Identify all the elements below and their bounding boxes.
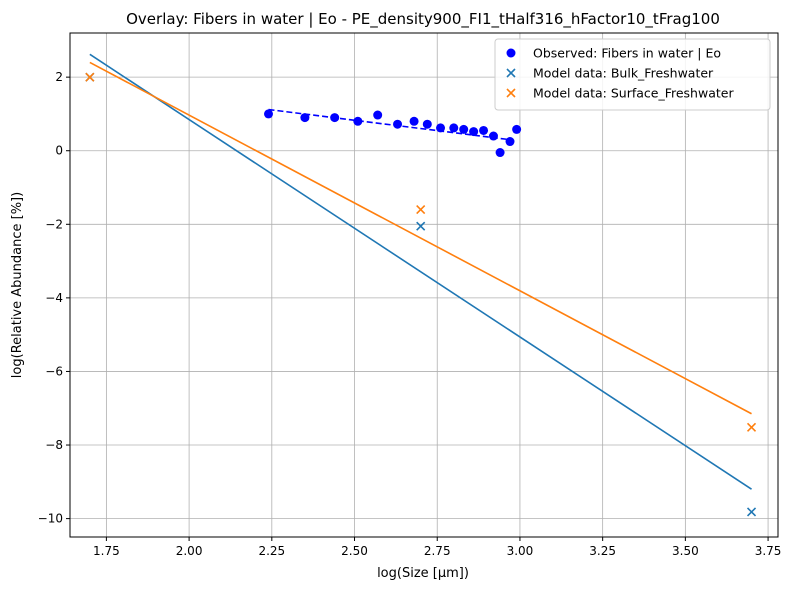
- point-series-1: [746, 507, 757, 517]
- x-marker-stroke: [746, 507, 757, 517]
- x-axis-label: log(Size [µm]): [377, 566, 469, 581]
- point-series-0: [422, 119, 432, 129]
- y-tick-label: 0: [55, 144, 63, 158]
- x-marker-stroke: [506, 68, 516, 78]
- point-series-0: [488, 131, 498, 141]
- point-series-0: [459, 124, 469, 134]
- data-points: [85, 72, 757, 517]
- legend-marker-series-2: [506, 88, 516, 98]
- y-tick-label: −8: [45, 438, 63, 452]
- x-tick-label: 2.25: [258, 544, 285, 558]
- x-tick-label: 2.75: [424, 544, 451, 558]
- point-series-0: [469, 127, 479, 137]
- point-series-0: [264, 109, 274, 119]
- y-axis-label: log(Relative Abundance [%]): [10, 192, 25, 378]
- point-series-2: [746, 422, 757, 432]
- x-tick-label: 2.50: [341, 544, 368, 558]
- point-series-0: [393, 119, 403, 129]
- x-tick-label: 1.75: [93, 544, 120, 558]
- point-series-0: [373, 110, 383, 120]
- fit-line-series-0: [268, 108, 511, 141]
- grid: [70, 33, 778, 537]
- y-axis-ticks: −10 −8 −6 −4 −2 0 2: [38, 70, 70, 526]
- x-marker-stroke: [416, 221, 426, 231]
- fit-line-series-1: [89, 53, 752, 490]
- legend-label-series-1: Model data: Bulk_Freshwater: [533, 66, 714, 81]
- point-series-2: [416, 205, 426, 215]
- legend-marker-series-0: [506, 48, 516, 58]
- x-tick-label: 3.50: [672, 544, 699, 558]
- y-tick-label: −10: [38, 512, 63, 526]
- x-axis-ticks: 1.75 2.00 2.25 2.50 2.75 3.00 3.25 3.50 3.75: [93, 537, 781, 558]
- y-tick-label: −4: [45, 291, 63, 305]
- legend-label-series-2: Model data: Surface_Freshwater: [533, 86, 734, 101]
- x-marker-stroke: [85, 72, 95, 82]
- legend-label-series-0: Observed: Fibers in water | Eo: [533, 46, 721, 61]
- point-series-0: [512, 124, 522, 134]
- legend-box: [494, 38, 771, 111]
- x-tick-label: 2.00: [176, 544, 203, 558]
- point-series-0: [505, 137, 515, 147]
- y-tick-label: −6: [45, 364, 63, 378]
- point-series-0: [436, 123, 446, 133]
- y-tick-label: 2: [55, 70, 63, 84]
- point-series-2: [85, 72, 95, 82]
- plot-frame: [69, 32, 779, 538]
- y-tick-label: −2: [45, 217, 63, 231]
- point-series-0: [330, 113, 340, 123]
- point-series-0: [409, 116, 419, 126]
- point-series-0: [495, 148, 505, 158]
- x-tick-label: 3.00: [507, 544, 534, 558]
- legend-marker-series-1: [506, 68, 516, 78]
- x-tick-label: 3.75: [755, 544, 782, 558]
- x-marker-stroke: [506, 88, 516, 98]
- point-series-0: [300, 113, 310, 123]
- x-marker-stroke: [746, 422, 757, 432]
- legend: Observed: Fibers in water | Eo Model data…: [494, 38, 771, 111]
- point-series-0: [353, 116, 363, 126]
- chart-title: Overlay: Fibers in water | Eo - PE_densi…: [126, 10, 720, 29]
- x-tick-label: 3.25: [589, 544, 616, 558]
- fit-line-series-2: [89, 61, 752, 415]
- point-series-0: [449, 123, 459, 133]
- point-series-0: [479, 125, 489, 135]
- point-series-1: [416, 221, 426, 231]
- x-marker-stroke: [416, 205, 426, 215]
- fit-lines: [89, 53, 752, 490]
